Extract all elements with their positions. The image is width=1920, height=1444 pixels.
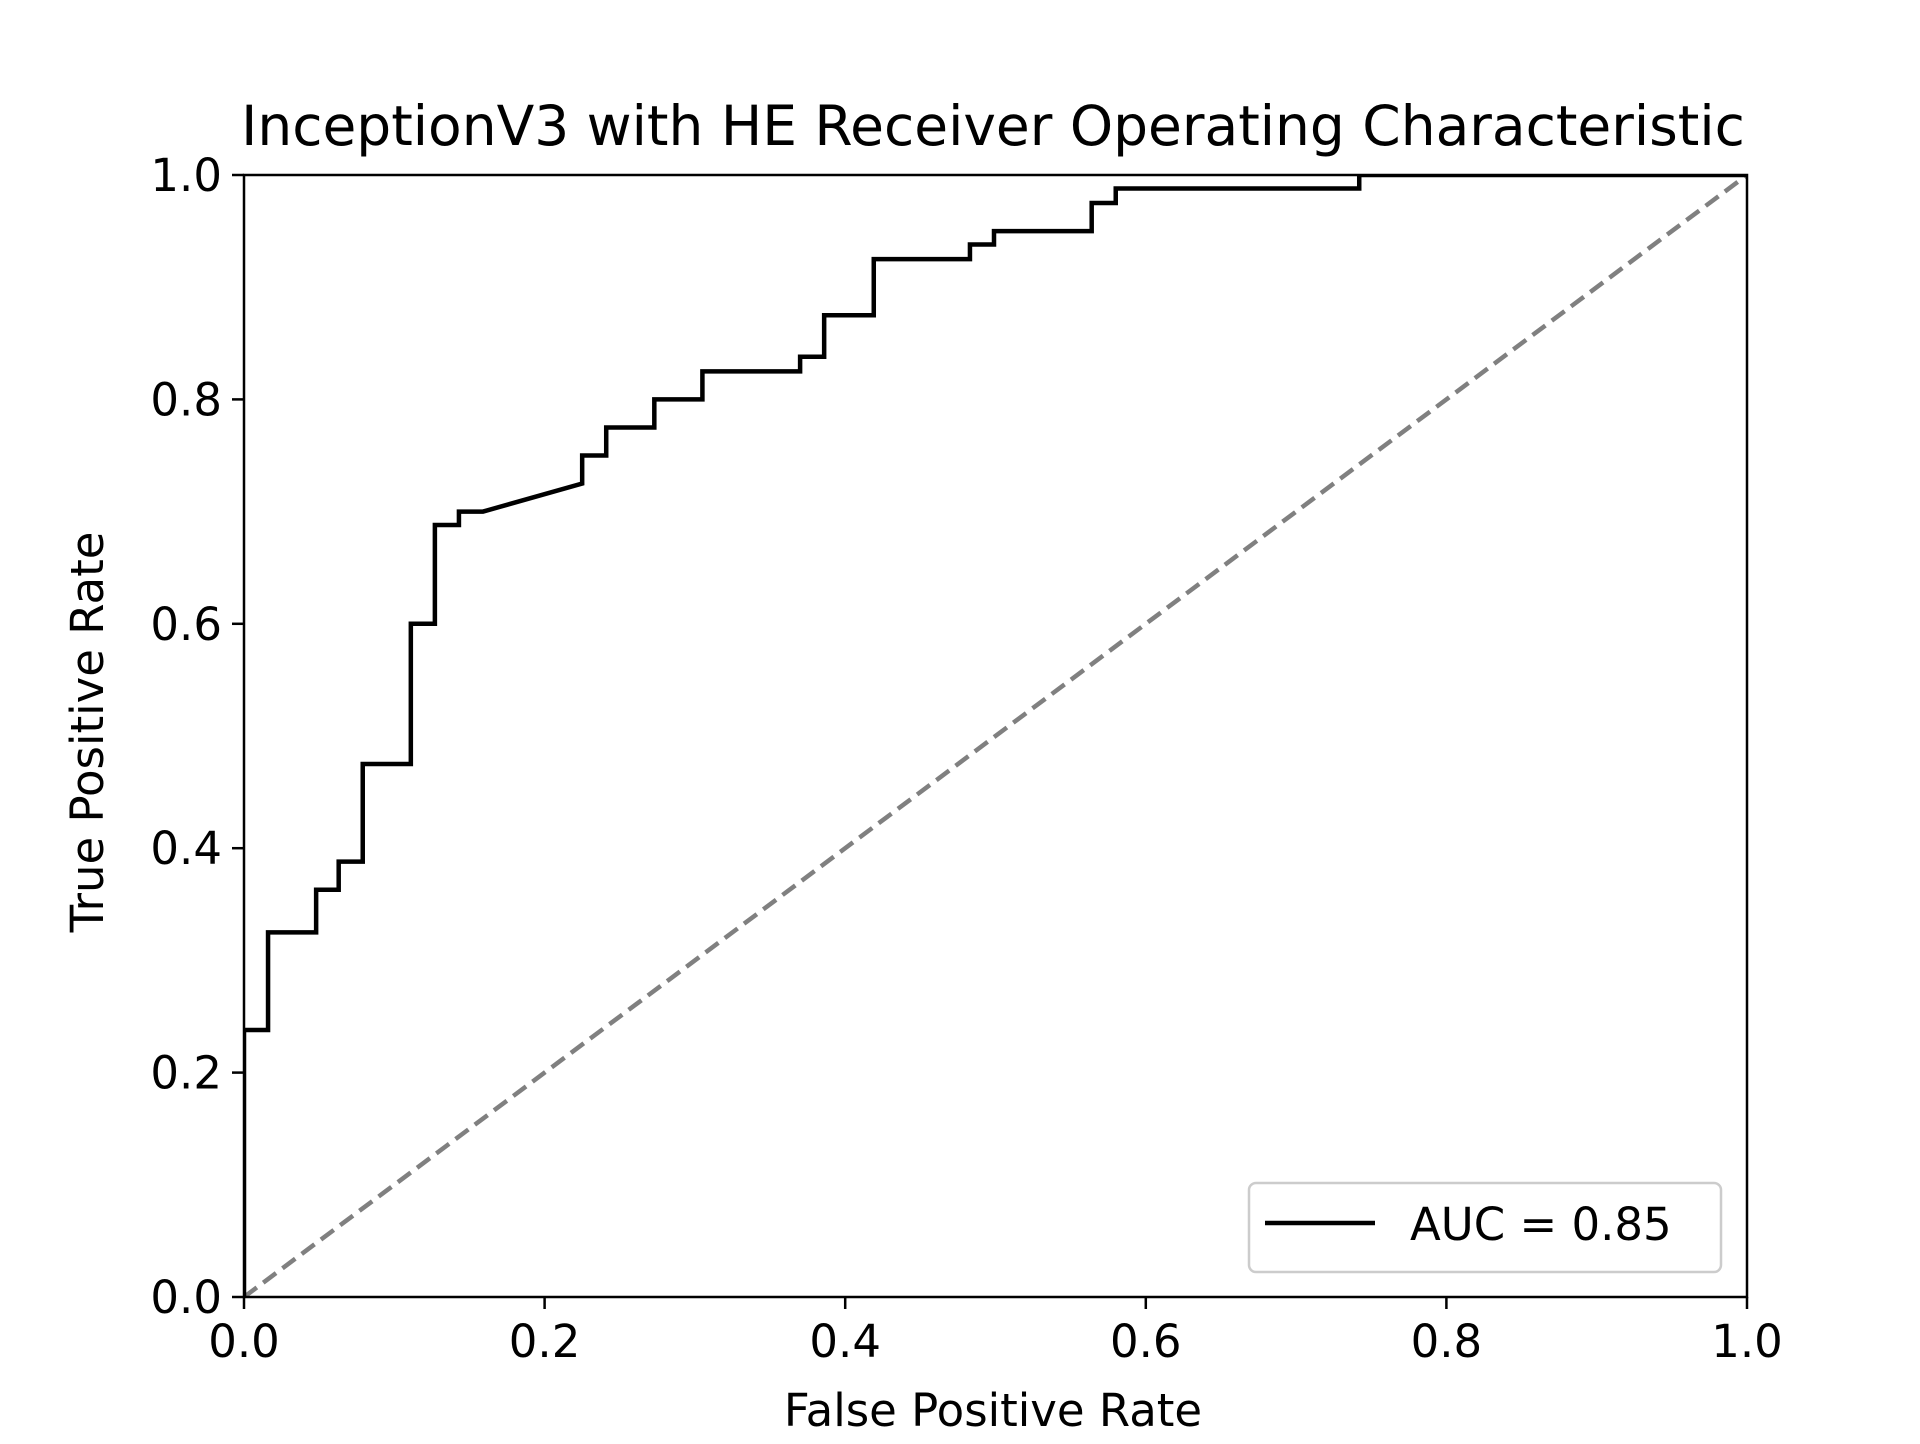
y-tick-label: 0.4 bbox=[150, 822, 222, 875]
y-tick-label: 1.0 bbox=[150, 149, 222, 202]
y-axis-label: True Positive Rate bbox=[61, 532, 114, 934]
legend-entry-label: AUC = 0.85 bbox=[1410, 1198, 1672, 1251]
axes-frame bbox=[242, 173, 1749, 1299]
plot-area bbox=[244, 175, 1747, 1297]
roc-curve-line bbox=[244, 175, 1747, 1297]
chart-title: InceptionV3 with HE Receiver Operating C… bbox=[241, 94, 1745, 158]
x-axis-label: False Positive Rate bbox=[784, 1384, 1202, 1437]
axes-layer: 0.0 0.2 0.4 0.6 0.8 1.0 0.0 0.2 0.4 0.6 0.8 1.0 bbox=[150, 149, 1782, 1368]
x-tick-label: 0.8 bbox=[1411, 1315, 1483, 1368]
x-tick-label: 0.4 bbox=[809, 1315, 881, 1368]
y-tick-label: 0.8 bbox=[150, 373, 222, 426]
x-tick-label: 0.6 bbox=[1110, 1315, 1182, 1368]
x-tick-label: 1.0 bbox=[1711, 1315, 1783, 1368]
chance-diagonal-line bbox=[244, 175, 1747, 1297]
y-tick-label: 0.6 bbox=[150, 598, 222, 651]
x-tick-label: 0.0 bbox=[208, 1315, 280, 1368]
legend-box bbox=[1247, 1181, 1723, 1274]
x-tick-label: 0.2 bbox=[509, 1315, 581, 1368]
legend: AUC = 0.85 bbox=[1247, 1181, 1723, 1274]
y-tick-label: 0.2 bbox=[150, 1047, 222, 1100]
y-tick-label: 0.0 bbox=[150, 1271, 222, 1324]
